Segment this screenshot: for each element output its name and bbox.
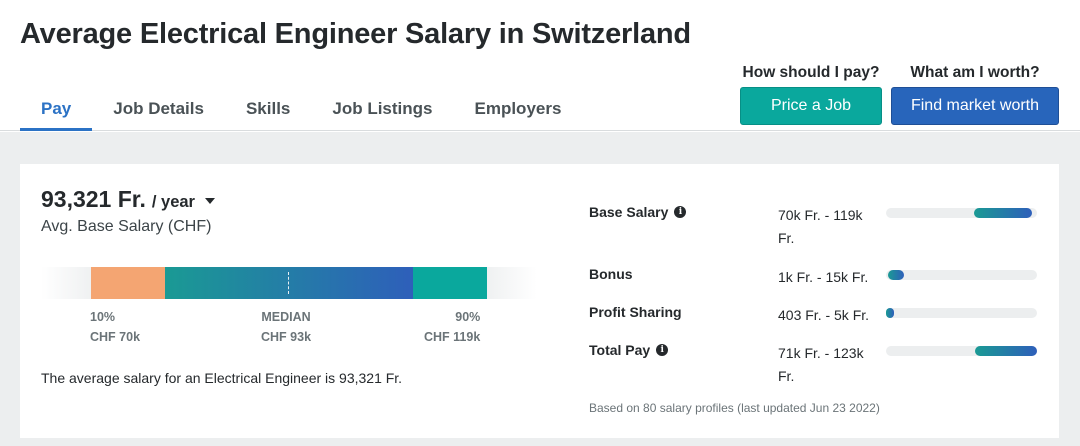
info-icon[interactable]: i xyxy=(674,206,687,218)
find-market-worth-button[interactable]: Find market worth xyxy=(891,87,1059,125)
tab-bar: Pay Job Details Skills Job Listings Empl… xyxy=(20,96,582,131)
comp-range: 403 Fr. - 5k Fr. xyxy=(778,307,870,323)
tab-skills[interactable]: Skills xyxy=(245,99,291,118)
comp-bar xyxy=(886,308,1037,318)
price-job-cta: How should I pay? Price a Job xyxy=(740,64,882,125)
percentile-90: 90% CHF 119k xyxy=(424,307,480,347)
average-salary-sentence: The average salary for an Electrical Eng… xyxy=(41,370,403,386)
average-salary-value: 93,321 Fr. xyxy=(41,186,146,212)
price-question: How should I pay? xyxy=(742,64,880,81)
average-salary-label: Avg. Base Salary (CHF) xyxy=(41,218,212,235)
comp-label-text: Base Salary xyxy=(589,204,669,220)
comp-label-text: Bonus xyxy=(589,266,633,282)
range-segment-middle xyxy=(165,267,413,299)
pay-period-selector[interactable]: / year xyxy=(151,193,195,211)
tab-job-details[interactable]: Job Details xyxy=(113,99,204,118)
median-value: CHF 93k xyxy=(261,330,312,344)
comp-label: Bonus xyxy=(589,266,633,282)
comp-row-total-pay: Total Pay i 71k Fr. - 123k Fr. xyxy=(589,342,1041,384)
page-title: Average Electrical Engineer Salary in Sw… xyxy=(20,18,691,50)
comp-row-bonus: Bonus 1k Fr. - 15k Fr. xyxy=(589,266,1041,306)
tab-employers[interactable]: Employers xyxy=(474,99,562,118)
median-label: MEDIAN xyxy=(261,310,311,324)
percentile-90-value: CHF 119k xyxy=(424,330,481,344)
comp-bar xyxy=(886,208,1037,218)
comp-label-text: Profit Sharing xyxy=(589,304,682,320)
comp-range: 71k Fr. - 123k Fr. xyxy=(778,345,864,384)
tab-job-listings[interactable]: Job Listings xyxy=(332,99,433,118)
comp-label: Profit Sharing xyxy=(589,304,682,320)
salary-card: 93,321 Fr. / year Avg. Base Salary (CHF)… xyxy=(20,164,1059,438)
chevron-down-icon[interactable] xyxy=(204,198,215,204)
comp-bar-fill xyxy=(887,270,905,280)
percentile-90-label: 90% xyxy=(455,310,481,324)
percentile-10: 10% CHF 70k xyxy=(90,307,140,347)
comp-label-text: Total Pay xyxy=(589,342,651,358)
comp-bar-fill xyxy=(886,308,894,318)
percentile-10-label: 10% xyxy=(90,310,116,324)
tab-pay[interactable]: Pay xyxy=(20,96,93,131)
salary-profiles-footnote: Based on 80 salary profiles (last update… xyxy=(589,401,880,415)
comp-row-base-salary: Base Salary i 70k Fr. - 119k Fr. xyxy=(589,204,1041,246)
page-header: Average Electrical Engineer Salary in Sw… xyxy=(0,0,1080,131)
comp-bar-fill xyxy=(975,346,1037,356)
comp-row-profit-sharing: Profit Sharing 403 Fr. - 5k Fr. xyxy=(589,304,1041,344)
comp-bar xyxy=(886,346,1037,356)
comp-label: Base Salary i xyxy=(589,204,687,220)
comp-range: 70k Fr. - 119k Fr. xyxy=(778,207,863,246)
salary-range-bar xyxy=(41,267,537,299)
percentile-10-value: CHF 70k xyxy=(90,330,141,344)
comp-range: 1k Fr. - 15k Fr. xyxy=(778,269,869,285)
range-segment-high xyxy=(413,267,487,299)
median-marker xyxy=(288,272,289,294)
average-salary: 93,321 Fr. / year xyxy=(41,186,215,213)
comp-bar-fill xyxy=(973,208,1033,218)
price-a-job-button[interactable]: Price a Job xyxy=(740,87,882,125)
range-segment-low xyxy=(91,267,165,299)
market-worth-cta: What am I worth? Find market worth xyxy=(891,64,1059,125)
percentile-median: MEDIAN CHF 93k xyxy=(261,307,311,347)
comp-bar xyxy=(886,270,1037,280)
worth-question: What am I worth? xyxy=(910,64,1040,81)
info-icon[interactable]: i xyxy=(656,344,669,356)
comp-label: Total Pay i xyxy=(589,342,669,358)
